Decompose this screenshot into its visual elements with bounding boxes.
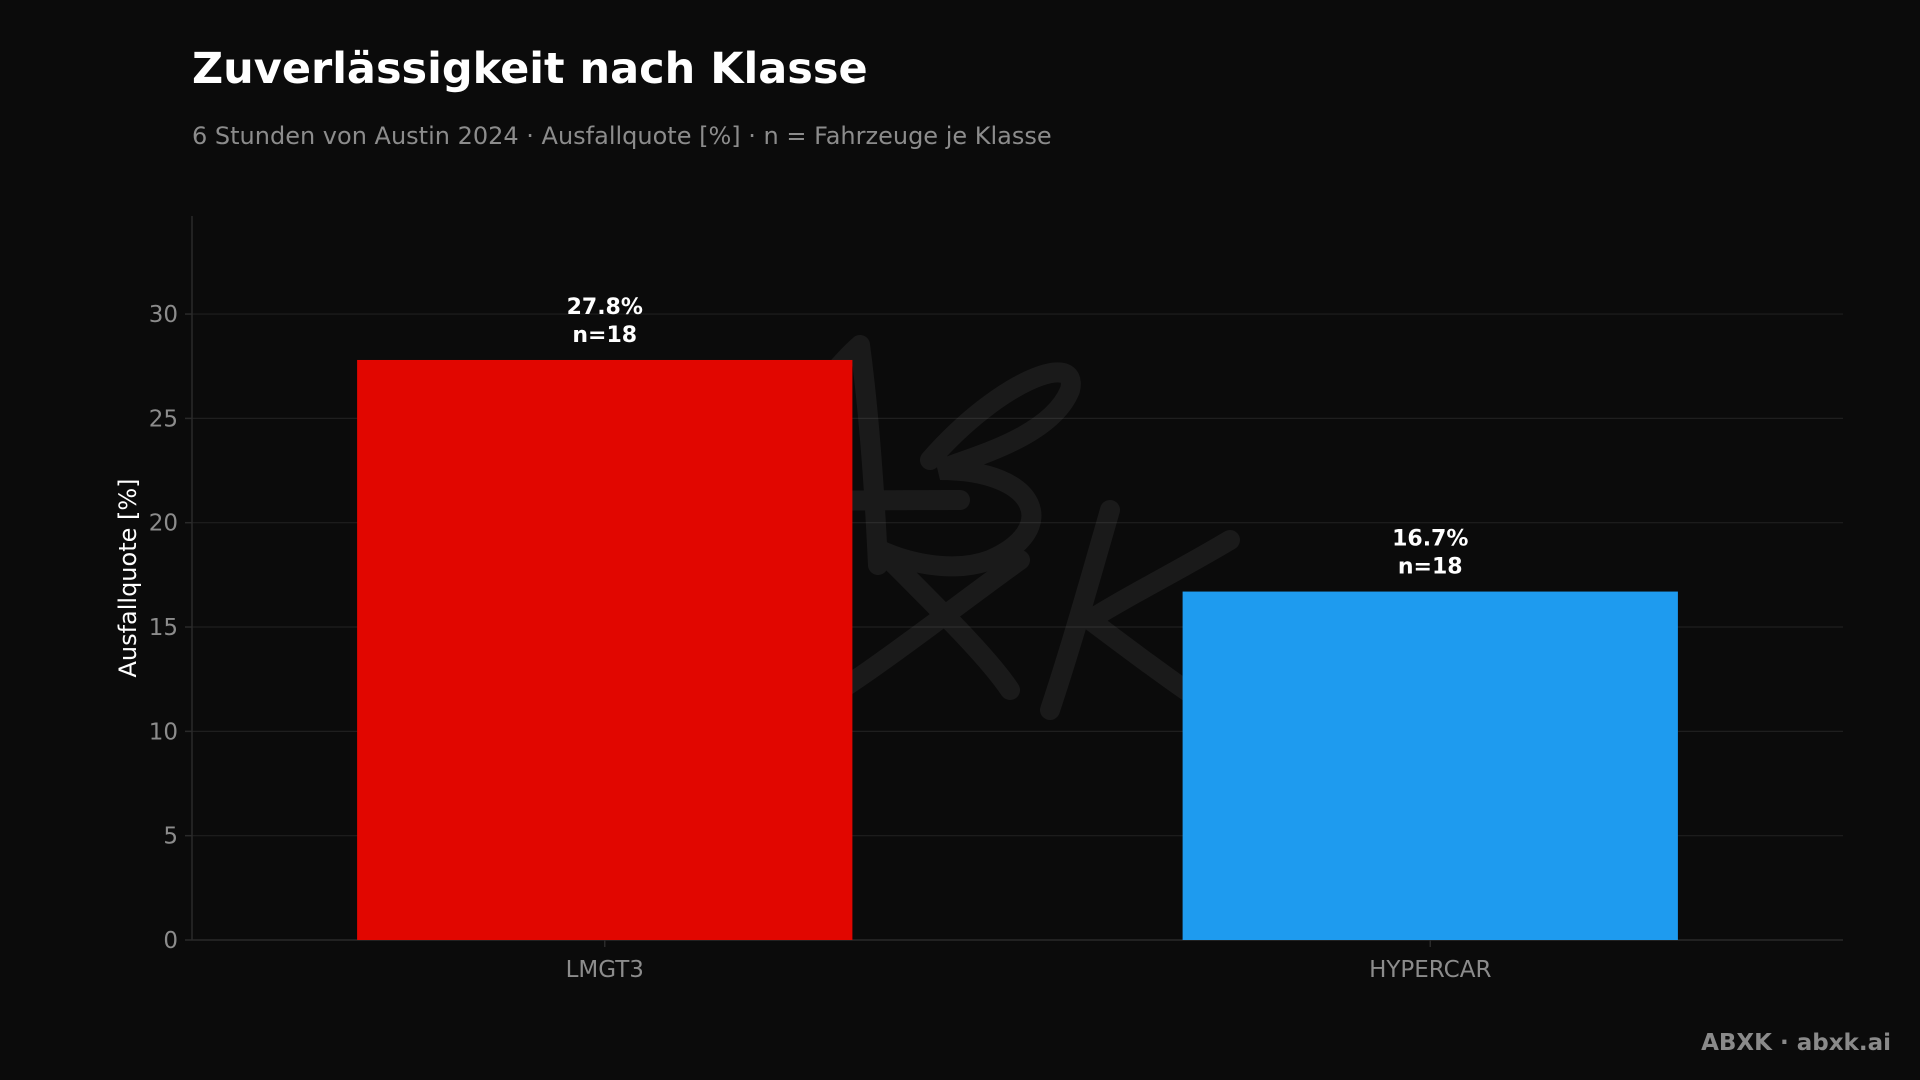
- data-label-n: n=18: [1398, 555, 1463, 580]
- y-tick-label: 5: [163, 824, 178, 850]
- bars: [357, 359, 1678, 940]
- data-label-n: n=18: [572, 323, 637, 348]
- y-axis-label: Ausfallquote [%]: [114, 478, 142, 677]
- data-label-value: 27.8%: [567, 295, 643, 320]
- bar-hypercar: [1182, 591, 1678, 940]
- chart-subtitle: 6 Stunden von Austin 2024 · Ausfallquote…: [192, 122, 1052, 150]
- x-tick-label: LMGT3: [566, 957, 644, 983]
- y-tick-label: 0: [163, 928, 178, 954]
- data-label-value: 16.7%: [1392, 527, 1468, 552]
- footer-brand: ABXK · abxk.ai: [1701, 1030, 1891, 1056]
- y-tick-label: 25: [149, 406, 178, 432]
- y-tick-label: 20: [149, 511, 178, 537]
- data-labels: 27.8% n=18 16.7% n=18: [567, 295, 1469, 580]
- x-tick-label: HYPERCAR: [1369, 957, 1491, 983]
- watermark-stroke-k: [1040, 500, 1240, 720]
- y-tick-label: 10: [149, 719, 178, 745]
- chart-title: Zuverlässigkeit nach Klasse: [192, 44, 868, 94]
- bar-lmgt3: [357, 359, 853, 940]
- watermark-stroke-b: [870, 362, 1081, 577]
- y-tick-label: 15: [149, 615, 178, 641]
- y-tick-label: 30: [149, 302, 178, 328]
